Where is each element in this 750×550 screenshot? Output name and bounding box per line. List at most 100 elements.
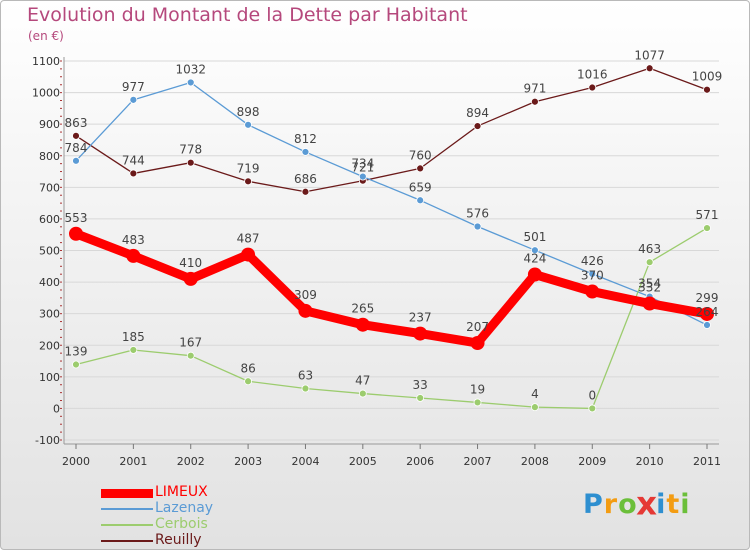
data-label-reuilly: 760 <box>409 148 432 162</box>
data-label-cerbois: 0 <box>588 388 596 402</box>
data-point-limeux <box>700 306 714 321</box>
data-label-lazenay: 501 <box>523 230 546 244</box>
x-tick-label: 2004 <box>291 455 319 468</box>
legend-item-cerbois: Cerbois <box>101 516 261 533</box>
y-tick-label: 1000 <box>32 87 60 100</box>
data-point-cerbois <box>358 389 367 398</box>
data-label-lazenay: 264 <box>696 305 719 319</box>
data-point-reuilly <box>645 64 654 73</box>
data-label-lazenay: 426 <box>581 254 604 268</box>
data-label-lazenay: 977 <box>122 80 145 94</box>
data-point-lazenay <box>358 172 367 181</box>
data-label-limeux: 410 <box>179 256 202 270</box>
x-axis-ticks: 2000 2001 2002 2003 2004 2005 2006 2007 2008 2009… <box>62 444 721 468</box>
series-line-cerbois <box>75 227 708 410</box>
data-label-limeux: 265 <box>351 302 374 316</box>
data-label-reuilly: 863 <box>65 116 88 130</box>
data-point-lazenay <box>473 222 482 231</box>
data-label-reuilly: 719 <box>237 161 260 175</box>
x-tick-label: 2001 <box>119 455 147 468</box>
series-line-lazenay <box>75 81 708 326</box>
data-labels: 863 744 778 719 686 721 760 894 971 1016 1077 1009 7… <box>65 48 723 402</box>
logo-letter: o <box>618 489 638 520</box>
y-tick-label: 900 <box>39 118 60 131</box>
data-label-limeux: 207 <box>466 320 489 334</box>
data-point-lazenay <box>301 148 310 156</box>
data-label-cerbois: 167 <box>179 336 202 350</box>
data-label-reuilly: 1009 <box>692 70 723 84</box>
y-tick-label: 600 <box>39 213 60 226</box>
data-point-limeux <box>126 248 141 263</box>
data-point-limeux <box>69 226 83 241</box>
legend-swatch <box>101 540 153 542</box>
data-label-limeux: 487 <box>237 232 260 246</box>
data-label-reuilly: 971 <box>523 82 546 96</box>
x-tick-label: 2008 <box>521 455 549 468</box>
data-label-reuilly: 894 <box>466 106 489 120</box>
legend-swatch <box>101 508 153 510</box>
y-tick-label: 100 <box>39 371 60 384</box>
data-label-cerbois: 139 <box>65 345 88 359</box>
data-point-lazenay <box>129 95 138 104</box>
data-point-lazenay <box>416 196 425 205</box>
data-point-lazenay <box>703 321 711 329</box>
data-point-reuilly <box>703 85 711 94</box>
data-label-limeux: 309 <box>294 288 317 302</box>
data-point-reuilly <box>301 187 310 196</box>
proxiti-logo: Proxiti <box>583 486 691 523</box>
data-label-limeux: 237 <box>409 311 432 325</box>
chart-title: Evolution du Montant de la Dette par Hab… <box>27 4 468 26</box>
x-tick-label: 2000 <box>62 455 90 468</box>
y-axis-ticks: -100 0 100 200 300 400 500 600 700 800 900 1000 1100 <box>32 55 60 447</box>
data-point-reuilly <box>186 158 195 167</box>
data-label-limeux: 299 <box>696 291 719 305</box>
data-label-cerbois: 185 <box>122 330 145 344</box>
legend-label: Lazenay <box>155 500 214 516</box>
logo-letter: r <box>603 489 619 520</box>
chart-subtitle: (en €) <box>28 29 64 43</box>
data-label-limeux: 332 <box>638 281 661 295</box>
data-point-cerbois <box>244 377 252 386</box>
data-point-lazenay <box>244 120 252 129</box>
data-point-cerbois <box>531 403 539 412</box>
data-label-lazenay: 354 <box>638 277 661 291</box>
data-label-lazenay: 734 <box>351 157 374 171</box>
legend-label: LIMEUX <box>155 484 208 500</box>
x-tick-label: 2002 <box>177 455 205 468</box>
data-point-reuilly <box>531 97 539 106</box>
data-point-limeux <box>527 267 542 282</box>
data-label-cerbois: 47 <box>355 374 370 388</box>
data-point-limeux <box>298 303 313 318</box>
data-point-cerbois <box>416 394 425 402</box>
legend: LIMEUX Lazenay Cerbois Reuilly <box>101 484 261 549</box>
data-point-reuilly <box>129 169 138 178</box>
legend-item-reuilly: Reuilly <box>101 532 261 549</box>
data-label-reuilly: 744 <box>122 153 145 167</box>
legend-swatch <box>101 488 153 498</box>
data-label-reuilly: 1016 <box>577 68 608 82</box>
y-tick-label: 500 <box>39 245 60 258</box>
data-point-cerbois <box>72 360 80 369</box>
data-point-limeux <box>355 317 370 332</box>
data-label-lazenay: 812 <box>294 132 317 146</box>
data-label-cerbois: 33 <box>413 378 428 392</box>
logo-letter: i <box>656 489 667 520</box>
data-point-limeux <box>585 284 600 299</box>
data-point-cerbois <box>703 224 711 232</box>
data-point-reuilly <box>244 177 252 186</box>
data-point-limeux <box>470 336 485 351</box>
data-point-cerbois <box>186 351 195 360</box>
x-tick-label: 2010 <box>636 455 664 468</box>
x-tick-label: 2006 <box>406 455 434 468</box>
data-point-limeux <box>413 326 428 341</box>
grid <box>64 60 719 441</box>
data-point-cerbois <box>129 346 138 354</box>
data-point-reuilly <box>72 131 80 140</box>
data-label-reuilly: 1077 <box>634 48 665 62</box>
data-label-limeux: 483 <box>122 233 145 247</box>
y-tick-label: 700 <box>39 181 60 194</box>
data-point-cerbois <box>301 384 310 393</box>
data-label-reuilly: 778 <box>179 143 202 157</box>
x-tick-label: 2007 <box>464 455 492 468</box>
